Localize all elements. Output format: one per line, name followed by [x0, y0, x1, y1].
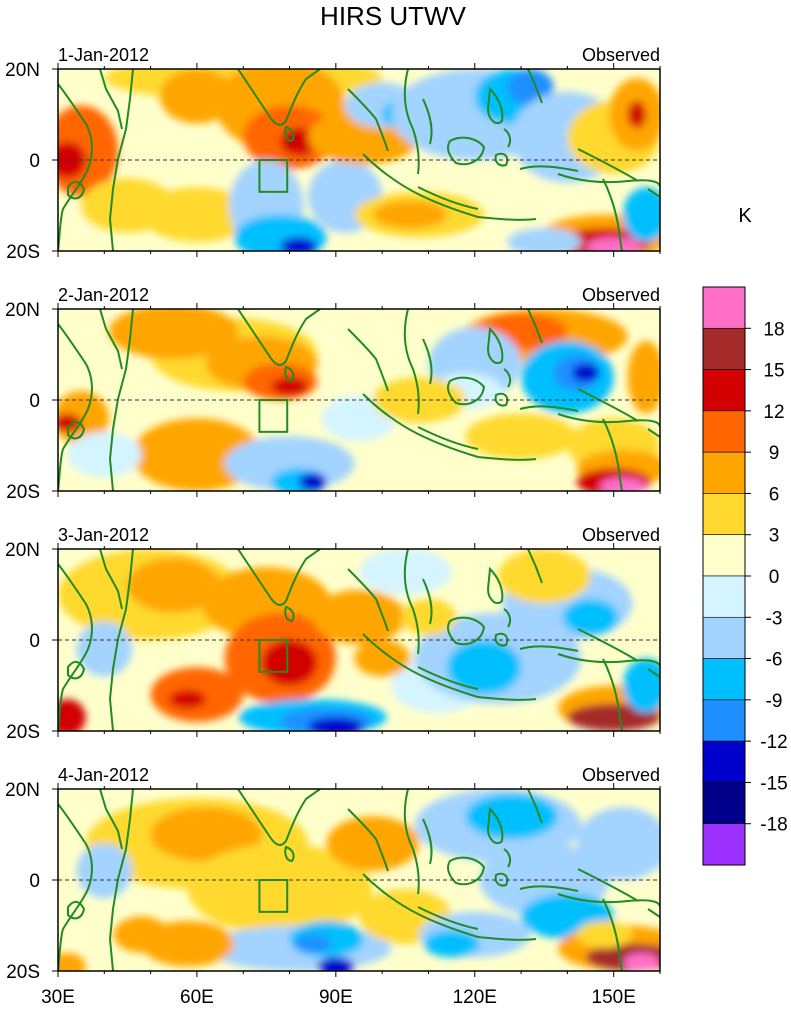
colorbar-swatch [702, 740, 746, 783]
lon-label: 150E [592, 987, 636, 1008]
colorbar-swatch [702, 616, 746, 659]
anomaly-field [58, 549, 660, 731]
anomaly-field [58, 69, 660, 251]
colorbar-label: 9 [769, 443, 780, 464]
region-box [258, 879, 289, 913]
panel-date: 3-Jan-2012 [58, 525, 149, 545]
coastlines [58, 549, 660, 731]
map-panel: 20N 0 20S 1-Jan-2012 Observed [5, 45, 661, 263]
map-panel: 20N 0 20S 4-Jan-2012 Observed [5, 765, 661, 983]
x-axis: 30E 60E 90E 120E 150E [41, 987, 636, 1008]
region-box [258, 639, 289, 673]
panel-tag: Observed [582, 45, 660, 65]
coastlines [58, 309, 660, 491]
lat-label: 0 [29, 391, 40, 412]
lat-label: 20N [5, 540, 40, 561]
lat-label: 20N [5, 300, 40, 321]
figure-title: HIRS UTWV [320, 1, 467, 31]
colorbar-swatch [702, 823, 746, 866]
colorbar-swatch [702, 534, 746, 577]
colorbar-unit: K [738, 205, 752, 227]
colorbar-label: 12 [763, 402, 784, 423]
colorbar-swatch [702, 699, 746, 742]
colorbar-swatch [702, 327, 746, 370]
colorbar-swatch [702, 493, 746, 536]
panel-tag: Observed [582, 765, 660, 785]
colorbar-label: -18 [760, 815, 787, 836]
lat-label: 20S [6, 242, 40, 263]
lat-label: 20N [5, 780, 40, 801]
lat-label: 0 [29, 151, 40, 172]
region-box [258, 399, 289, 433]
colorbar-label: -3 [766, 608, 783, 629]
lat-label: 0 [29, 871, 40, 892]
map-panel: 20N 0 20S 3-Jan-2012 Observed [5, 525, 661, 743]
colorbar-swatch [702, 782, 746, 825]
panel-date: 2-Jan-2012 [58, 285, 149, 305]
lon-label: 120E [453, 987, 497, 1008]
colorbar-label: 3 [769, 526, 780, 547]
panel-date: 1-Jan-2012 [58, 45, 149, 65]
colorbar-swatch [702, 451, 746, 494]
colorbar-label: -9 [766, 691, 783, 712]
lat-label: 20N [5, 60, 40, 81]
colorbar: 18 15 12 9 6 3 0 -3 -6 -9 -12 -15 -18 [702, 286, 788, 866]
colorbar-swatch [702, 658, 746, 701]
colorbar-label: 0 [769, 567, 780, 588]
coastlines [58, 69, 660, 251]
lat-label: 20S [6, 722, 40, 743]
colorbar-swatch [702, 575, 746, 618]
colorbar-label: 6 [769, 484, 780, 505]
colorbar-label: -12 [760, 732, 787, 753]
colorbar-label: 18 [763, 319, 784, 340]
panel-tag: Observed [582, 525, 660, 545]
colorbar-swatch [702, 369, 746, 412]
lon-label: 60E [180, 987, 214, 1008]
colorbar-label: -15 [760, 773, 787, 794]
region-box [258, 159, 289, 193]
map-panel: 20N 0 20S 2-Jan-2012 Observed [5, 285, 661, 503]
anomaly-field [58, 789, 660, 971]
colorbar-label: -6 [766, 650, 783, 671]
colorbar-swatch [702, 286, 746, 329]
colorbar-label: 15 [763, 361, 784, 382]
panels: 20N 0 20S 1-Jan-2012 Observed 20N 0 20S 2-Jan-20… [5, 45, 661, 983]
lat-label: 20S [6, 482, 40, 503]
panel-tag: Observed [582, 285, 660, 305]
lon-label: 90E [319, 987, 353, 1008]
panel-date: 4-Jan-2012 [58, 765, 149, 785]
lat-label: 0 [29, 631, 40, 652]
coastlines [58, 789, 660, 971]
colorbar-swatch [702, 410, 746, 453]
anomaly-field [58, 309, 660, 491]
lon-label: 30E [41, 987, 75, 1008]
lat-label: 20S [6, 962, 40, 983]
